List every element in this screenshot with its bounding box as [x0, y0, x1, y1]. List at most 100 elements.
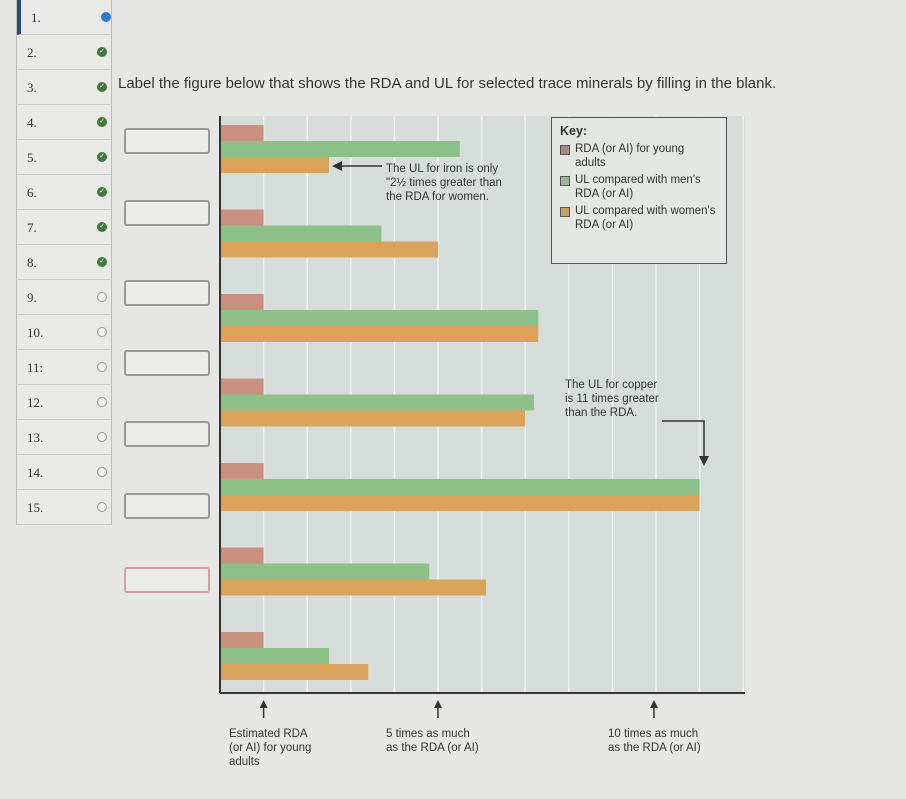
axis-label-line: adults — [229, 756, 260, 768]
question-nav-item[interactable]: 2. ✓ — [17, 35, 111, 70]
empty-circle-icon — [97, 292, 107, 302]
copper-annotation: The UL for copper is 11 times greater th… — [565, 378, 659, 420]
legend-title: Key: — [560, 124, 588, 138]
question-nav-item[interactable]: 12. — [17, 385, 111, 420]
question-nav-item[interactable]: 5. ✓ — [17, 140, 111, 175]
question-number: 4. — [27, 115, 37, 130]
bar-ul-men — [220, 563, 430, 580]
bar-ul-men — [220, 310, 539, 326]
question-nav-item[interactable]: 7. ✓ — [17, 210, 111, 245]
iron-annotation-line: "2½ times greater than — [386, 177, 502, 189]
question-nav-item[interactable]: 14. — [17, 455, 111, 490]
bar-ul-women — [220, 157, 329, 173]
question-nav-item[interactable]: 15. — [17, 490, 111, 525]
question-number: 9. — [27, 290, 37, 305]
empty-circle-icon — [97, 432, 107, 442]
bar-ul-men — [220, 479, 700, 495]
legend-item-rda: RDA (or AI) for young adults — [560, 142, 718, 170]
legend-item-women: UL compared with women's RDA (or AI) — [560, 204, 718, 232]
bar-ul-women — [220, 326, 539, 342]
question-number: 6. — [27, 185, 37, 200]
label-answer-input[interactable] — [124, 421, 210, 447]
check-icon: ✓ — [97, 222, 107, 232]
question-number: 3. — [27, 80, 37, 95]
arrow-up-icon — [259, 700, 268, 708]
arrow-up-icon — [650, 700, 658, 708]
label-answer-input[interactable] — [124, 350, 210, 376]
bar-rda — [220, 463, 264, 479]
arrow-down-icon — [699, 456, 709, 466]
axis-label-line: 10 times as much — [608, 728, 699, 740]
bar-ul-women — [220, 664, 369, 680]
iron-annotation: The UL for iron is only "2½ times greate… — [386, 162, 502, 204]
empty-circle-icon — [97, 502, 107, 512]
axis-label-line: 5 times as much — [386, 728, 470, 740]
empty-circle-icon — [97, 397, 107, 407]
label-answer-input[interactable] — [124, 567, 210, 593]
axis-label-5x: 5 times as much as the RDA (or AI) — [386, 727, 479, 755]
legend-label-rda: RDA (or AI) for young adults — [575, 143, 685, 169]
bar-ul-women — [220, 579, 486, 596]
check-icon: ✓ — [97, 82, 107, 92]
bar-ul-men — [220, 394, 534, 411]
question-number: 12. — [27, 395, 44, 410]
label-answer-input[interactable] — [124, 128, 210, 154]
axis-label-rda: Estimated RDA (or AI) for young adults — [229, 727, 311, 769]
question-number: 15. — [27, 500, 44, 515]
question-number: 2. — [27, 45, 37, 60]
bar-ul-women — [220, 241, 438, 258]
question-number: 7. — [27, 220, 37, 235]
check-icon: ✓ — [97, 152, 107, 162]
axis-label-line: as the RDA (or AI) — [608, 742, 701, 754]
empty-circle-icon — [97, 467, 107, 477]
question-number: 14. — [27, 465, 44, 480]
check-icon: ✓ — [97, 47, 107, 57]
axis-label-10x: 10 times as much as the RDA (or AI) — [608, 727, 701, 755]
iron-annotation-line: The UL for iron is only — [386, 163, 499, 175]
question-number: 10. — [27, 325, 44, 340]
legend-label-women: UL compared with women's RDA (or AI) — [575, 205, 716, 231]
label-answer-input[interactable] — [124, 493, 210, 519]
question-nav-item[interactable]: 4. ✓ — [17, 105, 111, 140]
bar-rda — [220, 378, 264, 395]
copper-annotation-line: than the RDA. — [565, 407, 638, 419]
question-number: 1. — [31, 10, 41, 25]
label-answer-input[interactable] — [124, 200, 210, 226]
legend-swatch-women — [560, 207, 570, 217]
question-nav-item[interactable]: 3. ✓ — [17, 70, 111, 105]
check-icon: ✓ — [97, 187, 107, 197]
copper-arrow-line — [662, 420, 705, 460]
question-nav-item[interactable]: 9. — [17, 280, 111, 315]
question-nav-item[interactable]: 1. — [17, 0, 111, 35]
chart-legend: Key: RDA (or AI) for young adults UL com… — [551, 117, 727, 264]
current-dot-icon — [101, 12, 111, 22]
question-prompt: Label the figure below that shows the RD… — [118, 75, 777, 92]
question-number: 8. — [27, 255, 37, 270]
axis-label-line: Estimated RDA — [229, 728, 308, 740]
bar-rda — [220, 209, 264, 226]
bar-ul-women — [220, 495, 700, 511]
bar-ul-men — [220, 141, 460, 157]
question-number: 5. — [27, 150, 37, 165]
question-number: 13. — [27, 430, 44, 445]
axis-label-line: (or AI) for young — [229, 742, 312, 754]
check-icon: ✓ — [97, 257, 107, 267]
bar-rda — [220, 125, 264, 141]
question-nav-item[interactable]: 8. ✓ — [17, 245, 111, 280]
legend-swatch-men — [560, 176, 570, 186]
empty-circle-icon — [97, 327, 107, 337]
legend-item-men: UL compared with men's RDA (or AI) — [560, 173, 718, 201]
question-nav-item[interactable]: 10. — [17, 315, 111, 350]
bar-rda — [220, 632, 264, 648]
bar-ul-men — [220, 648, 329, 664]
question-nav-item[interactable]: 6. ✓ — [17, 175, 111, 210]
question-number: 11: — [27, 360, 44, 375]
bar-ul-men — [220, 225, 382, 242]
legend-swatch-rda — [560, 145, 570, 155]
label-answer-input[interactable] — [124, 280, 210, 306]
bar-rda — [220, 294, 264, 310]
question-nav-item[interactable]: 13. — [17, 420, 111, 455]
question-nav-item[interactable]: 11: — [17, 350, 111, 385]
arrow-up-icon — [434, 700, 442, 708]
